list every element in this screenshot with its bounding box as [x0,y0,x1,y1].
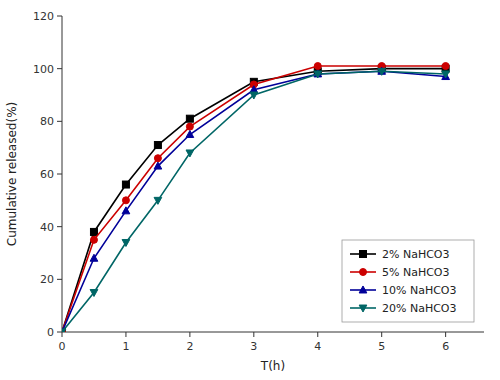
x-tick-label: 6 [442,340,449,353]
point [90,290,98,297]
point [90,254,98,261]
y-tick [57,279,62,280]
legend: 2% NaHCO3 5% NaHCO3 10% NaHCO3 20% NaHCO3 [342,240,474,322]
y-tick-label: 100 [33,63,54,76]
point [186,123,193,130]
x-tick-label: 3 [250,340,257,353]
y-tick-label: 60 [40,168,54,181]
axes: 0123456020406080100120 [33,10,484,353]
legend-marker [360,251,367,258]
legend-label: 2% NaHCO3 [382,248,450,261]
point [122,181,129,188]
x-tick-label: 1 [122,340,129,353]
y-tick [57,226,62,227]
point [442,63,449,70]
y-tick-label: 40 [40,221,54,234]
legend-marker [359,286,367,293]
point [186,130,194,137]
point [62,329,66,332]
y-tick-label: 120 [33,10,54,23]
x-tick-label: 2 [186,340,193,353]
point [314,63,321,70]
legend-label: 20% NaHCO3 [382,302,457,315]
point [122,239,130,246]
x-axis-label: T(h) [260,359,285,373]
x-tick [445,332,446,337]
point [154,197,162,204]
legend-marker [359,305,367,312]
point [186,115,193,122]
point [154,142,161,149]
y-tick-label: 20 [40,273,54,286]
x-tick-label: 4 [314,340,321,353]
point [62,329,66,333]
chart: 0123456020406080100120T(h)Cumulative rel… [0,0,500,380]
x-axis-line [62,332,484,333]
x-tick [62,332,63,337]
y-tick [57,68,62,69]
point [154,162,162,169]
point [186,150,194,157]
point [378,68,386,75]
y-tick-label: 80 [40,115,54,128]
point [442,71,450,78]
point [250,92,258,99]
point [90,236,97,243]
legend-frame [342,240,474,322]
point [90,228,97,235]
legend-label: 10% NaHCO3 [382,284,457,297]
x-tick-label: 0 [59,340,66,353]
point [154,155,161,162]
x-tick [317,332,318,337]
x-tick [189,332,190,337]
y-tick [57,332,62,333]
x-tick [381,332,382,337]
y-tick [57,174,62,175]
x-tick [125,332,126,337]
point [314,71,322,78]
y-tick [57,121,62,122]
point [122,207,130,214]
point [122,197,129,204]
x-tick [253,332,254,337]
y-tick [57,16,62,17]
y-axis-label: Cumulative released(%) [5,102,19,246]
point [62,329,66,333]
y-tick-label: 0 [47,326,54,339]
x-tick-label: 5 [378,340,385,353]
legend-marker [360,269,367,276]
legend-label: 5% NaHCO3 [382,266,450,279]
